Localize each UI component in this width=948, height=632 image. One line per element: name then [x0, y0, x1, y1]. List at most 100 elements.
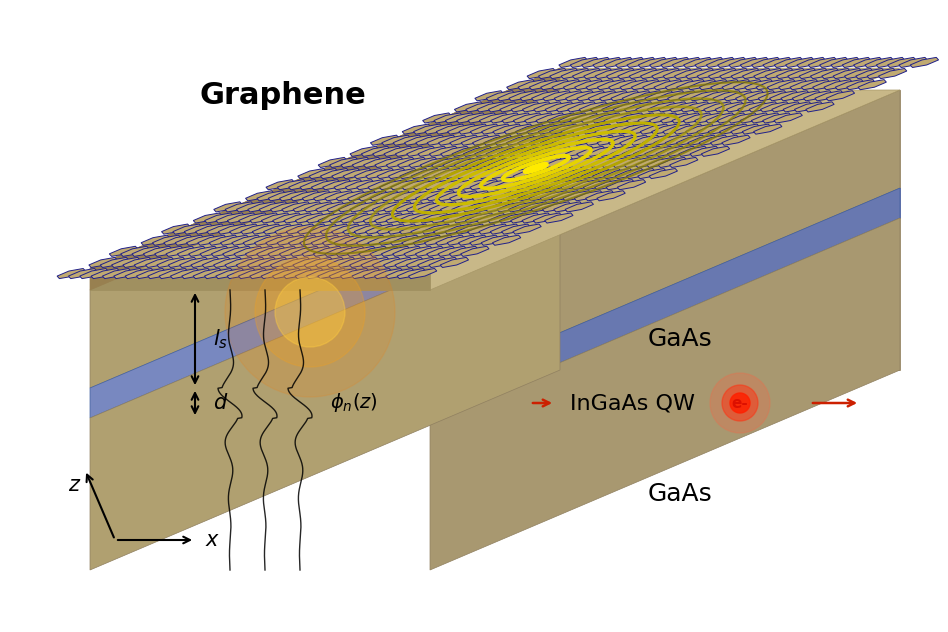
- Polygon shape: [425, 179, 453, 190]
- Polygon shape: [706, 113, 735, 123]
- Polygon shape: [801, 80, 830, 90]
- Polygon shape: [463, 202, 491, 212]
- Polygon shape: [665, 135, 694, 145]
- Polygon shape: [522, 157, 551, 167]
- Polygon shape: [436, 124, 465, 134]
- Polygon shape: [747, 91, 775, 101]
- Polygon shape: [415, 246, 444, 257]
- Polygon shape: [404, 246, 432, 257]
- Polygon shape: [247, 257, 276, 267]
- Polygon shape: [786, 58, 814, 68]
- Polygon shape: [740, 58, 769, 68]
- Polygon shape: [304, 202, 333, 212]
- Polygon shape: [684, 113, 712, 123]
- Text: InGaAs QW: InGaAs QW: [570, 393, 695, 413]
- Polygon shape: [574, 191, 603, 201]
- Polygon shape: [179, 257, 208, 267]
- Polygon shape: [402, 179, 430, 190]
- Polygon shape: [268, 191, 297, 201]
- Polygon shape: [488, 157, 517, 167]
- Polygon shape: [407, 146, 435, 156]
- Polygon shape: [283, 269, 312, 279]
- Polygon shape: [542, 146, 571, 156]
- Polygon shape: [518, 135, 546, 145]
- Polygon shape: [588, 146, 616, 156]
- Polygon shape: [361, 146, 390, 156]
- Polygon shape: [661, 58, 689, 68]
- Polygon shape: [560, 90, 900, 188]
- Polygon shape: [461, 191, 489, 201]
- Polygon shape: [427, 191, 455, 201]
- Polygon shape: [395, 146, 424, 156]
- Polygon shape: [645, 146, 673, 156]
- Polygon shape: [477, 213, 505, 223]
- Polygon shape: [500, 213, 528, 223]
- Polygon shape: [504, 179, 533, 190]
- Polygon shape: [296, 213, 323, 223]
- Polygon shape: [381, 246, 410, 257]
- Polygon shape: [491, 113, 519, 123]
- Polygon shape: [280, 246, 308, 257]
- Polygon shape: [418, 202, 447, 212]
- Polygon shape: [527, 68, 556, 78]
- Polygon shape: [529, 80, 557, 90]
- Polygon shape: [189, 246, 217, 257]
- Polygon shape: [516, 124, 544, 134]
- Polygon shape: [270, 257, 299, 267]
- Polygon shape: [631, 135, 660, 145]
- Polygon shape: [531, 202, 559, 212]
- Polygon shape: [300, 235, 328, 245]
- Polygon shape: [563, 80, 592, 90]
- Polygon shape: [669, 157, 698, 167]
- Polygon shape: [584, 124, 611, 134]
- Polygon shape: [210, 235, 237, 245]
- Polygon shape: [467, 169, 496, 179]
- Polygon shape: [552, 191, 580, 201]
- Polygon shape: [322, 235, 351, 245]
- Polygon shape: [282, 202, 310, 212]
- Polygon shape: [446, 113, 474, 123]
- Polygon shape: [511, 157, 539, 167]
- Polygon shape: [667, 91, 696, 101]
- Polygon shape: [239, 213, 267, 223]
- Polygon shape: [579, 102, 608, 112]
- Polygon shape: [298, 169, 326, 179]
- Polygon shape: [688, 80, 717, 90]
- Polygon shape: [597, 135, 626, 145]
- Polygon shape: [718, 113, 746, 123]
- Polygon shape: [475, 91, 503, 101]
- Polygon shape: [386, 157, 414, 167]
- Polygon shape: [132, 246, 160, 257]
- Polygon shape: [350, 146, 378, 156]
- Polygon shape: [827, 91, 854, 101]
- Polygon shape: [304, 257, 333, 267]
- Polygon shape: [392, 246, 421, 257]
- Polygon shape: [879, 68, 907, 78]
- Polygon shape: [482, 124, 510, 134]
- Polygon shape: [373, 202, 401, 212]
- Polygon shape: [651, 124, 680, 134]
- Polygon shape: [867, 68, 896, 78]
- Polygon shape: [565, 146, 593, 156]
- Polygon shape: [90, 268, 430, 290]
- Text: $x$: $x$: [205, 530, 220, 550]
- Polygon shape: [211, 246, 240, 257]
- Polygon shape: [193, 269, 222, 279]
- Polygon shape: [858, 80, 886, 90]
- Polygon shape: [338, 202, 367, 212]
- Polygon shape: [702, 91, 730, 101]
- Polygon shape: [425, 124, 453, 134]
- Polygon shape: [740, 113, 769, 123]
- Polygon shape: [231, 235, 260, 245]
- Polygon shape: [135, 257, 162, 267]
- Polygon shape: [454, 213, 483, 223]
- Polygon shape: [793, 91, 821, 101]
- Text: $l_s$: $l_s$: [213, 327, 228, 351]
- Polygon shape: [90, 218, 560, 570]
- Polygon shape: [238, 269, 266, 279]
- Polygon shape: [266, 179, 295, 190]
- Polygon shape: [327, 202, 356, 212]
- Circle shape: [730, 393, 750, 413]
- Polygon shape: [599, 146, 628, 156]
- Polygon shape: [425, 235, 453, 245]
